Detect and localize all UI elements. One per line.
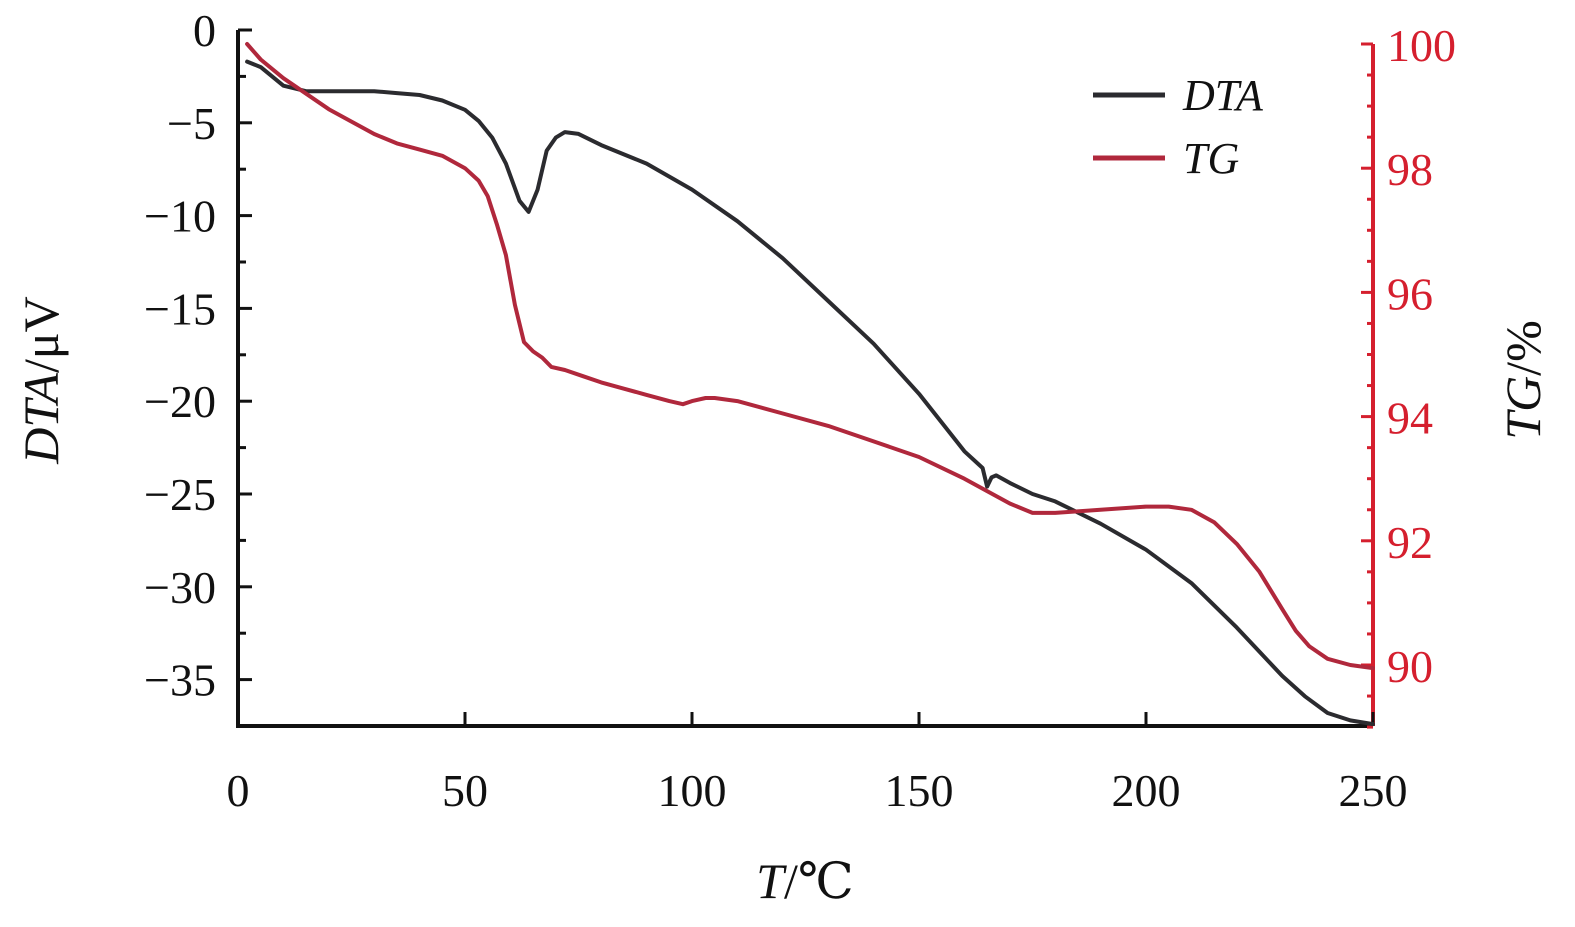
x-tick-label: 150 — [885, 765, 954, 816]
y-left-tick-label: −25 — [144, 469, 216, 520]
y-left-axis-title-unit-part: /μV — [13, 296, 69, 373]
y-left-axis-title: DTA/μV — [13, 296, 69, 465]
y-right-tick-label: 92 — [1387, 517, 1433, 568]
x-tick-label: 50 — [442, 765, 488, 816]
y-left-tick-label: −20 — [144, 376, 216, 427]
y-right-axis-title: TG/% — [1495, 320, 1551, 439]
y-left-tick-label: −5 — [167, 98, 216, 149]
y-right-tick-label: 96 — [1387, 268, 1433, 319]
x-tick-label: 250 — [1339, 765, 1408, 816]
y-left-tick-label: −35 — [144, 655, 216, 706]
y-left-tick-label: −10 — [144, 191, 216, 242]
y-right-tick-label: 98 — [1387, 144, 1433, 195]
y-right-tick-label: 94 — [1387, 393, 1433, 444]
y-left-axis-title-italic-part: DTA — [13, 373, 69, 465]
series-line-dta — [245, 59, 1375, 727]
legend-label-tg: TG — [1183, 134, 1239, 183]
y-right-tick-label: 100 — [1387, 20, 1456, 71]
x-tick-label: 100 — [658, 765, 727, 816]
y-right-axis-title-unit-part: /% — [1495, 320, 1551, 376]
y-right-axis-title-italic-part: TG — [1495, 376, 1551, 440]
legend-label-dta: DTA — [1182, 71, 1264, 120]
y-left-tick-label: 0 — [193, 5, 216, 56]
y-left-tick-label: −15 — [144, 283, 216, 334]
series-line-tg — [245, 42, 1375, 671]
x-axis-title-italic-part: T — [756, 853, 787, 909]
x-tick-label: 0 — [227, 765, 250, 816]
x-axis-title: T/℃ — [756, 853, 854, 909]
y-left-tick-label: −30 — [144, 562, 216, 613]
x-tick-label: 200 — [1112, 765, 1181, 816]
x-axis-title-unit-part: /℃ — [784, 853, 854, 909]
y-right-tick-label: 90 — [1387, 641, 1433, 692]
